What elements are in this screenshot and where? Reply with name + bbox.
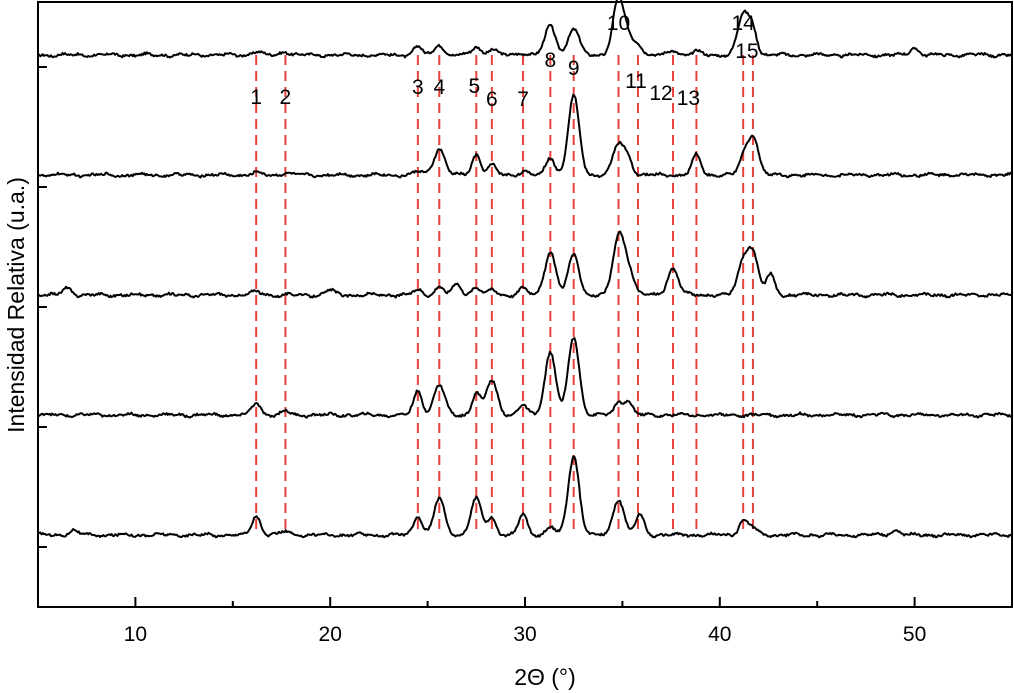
peak-label-8: 8: [544, 49, 556, 72]
diffraction-trace-5: [37, 455, 1013, 539]
x-axis-label: 2Θ (°): [514, 664, 576, 690]
x-tick-label: 10: [124, 623, 147, 646]
x-tick-label: 40: [708, 623, 731, 646]
diffraction-traces: [37, 0, 1013, 539]
diffraction-trace-4: [38, 337, 1012, 419]
peak-label-9: 9: [568, 57, 580, 80]
diffraction-trace-3: [37, 230, 1012, 299]
peak-label-13: 13: [677, 87, 700, 110]
peak-label-4: 4: [433, 76, 445, 99]
peak-label-7: 7: [517, 88, 529, 111]
peak-label-1: 1: [250, 86, 262, 109]
y-axis-label: Intensidad Relativa (u.a.): [3, 177, 29, 433]
x-tick-label: 30: [513, 623, 536, 646]
peak-label-2: 2: [280, 86, 292, 109]
axes: [37, 1, 1013, 608]
peak-label-5: 5: [468, 75, 480, 98]
peak-label-12: 12: [649, 82, 672, 105]
x-tick-label: 50: [903, 623, 926, 646]
peak-label-10: 10: [607, 12, 630, 35]
peak-label-15: 15: [735, 40, 758, 63]
peak-label-3: 3: [412, 76, 424, 99]
x-tick-labels: 10 20 30 40 50: [124, 623, 927, 646]
peak-label-11: 11: [625, 70, 647, 93]
diffraction-trace-1: [38, 0, 1013, 59]
diffraction-trace-2: [37, 93, 1012, 179]
peak-label-6: 6: [486, 88, 498, 111]
x-tick-label: 20: [319, 623, 342, 646]
peak-label-14: 14: [731, 12, 755, 35]
